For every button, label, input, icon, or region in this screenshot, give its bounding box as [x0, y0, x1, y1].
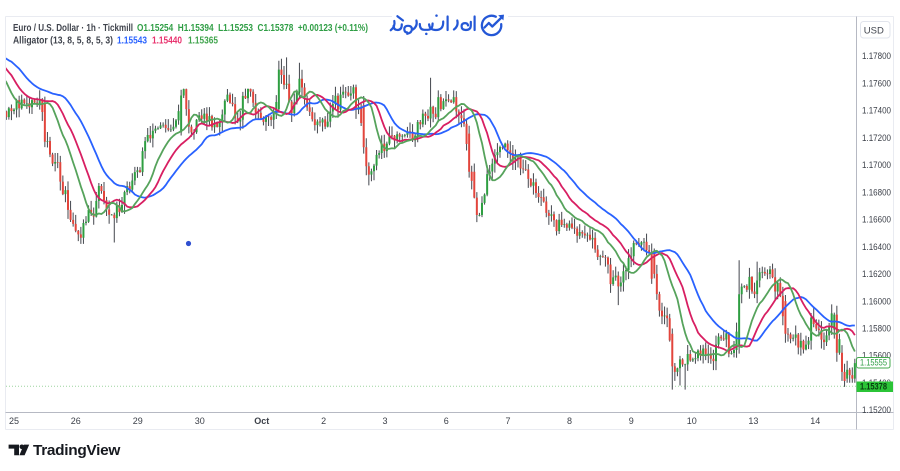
svg-text:25: 25: [9, 416, 19, 426]
svg-text:29: 29: [133, 416, 143, 426]
svg-text:1.15543: 1.15543: [117, 36, 147, 47]
svg-text:Euro / U.S. Dollar · 1h · Tick: Euro / U.S. Dollar · 1h · Tickmill: [13, 23, 133, 34]
svg-text:3: 3: [382, 416, 387, 426]
svg-text:1.17200: 1.17200: [862, 133, 891, 143]
svg-text:Oct: Oct: [254, 416, 269, 426]
svg-text:1.16400: 1.16400: [862, 242, 891, 252]
svg-text:1.17000: 1.17000: [862, 160, 891, 170]
svg-text:9: 9: [629, 416, 634, 426]
svg-text:1.15378: 1.15378: [860, 382, 887, 392]
svg-text:1.16600: 1.16600: [862, 215, 891, 225]
svg-text:USD: USD: [864, 26, 884, 37]
svg-text:7: 7: [505, 416, 510, 426]
svg-text:8: 8: [567, 416, 572, 426]
svg-text:1.17800: 1.17800: [862, 51, 891, 61]
svg-text:26: 26: [71, 416, 81, 426]
svg-text:O1.15254 H1.15394 L1.15253: O1.15254 H1.15394 L1.15253 C1.15378 +0.0…: [137, 23, 368, 34]
svg-text:Alligator (13, 8, 5, 8, 5, 3): Alligator (13, 8, 5, 8, 5, 3): [13, 36, 113, 47]
svg-text:13: 13: [748, 416, 758, 426]
svg-text:1.17600: 1.17600: [862, 78, 891, 88]
svg-text:1.15800: 1.15800: [862, 324, 891, 334]
svg-text:30: 30: [195, 416, 205, 426]
svg-text:1.16800: 1.16800: [862, 187, 891, 197]
svg-text:1.16200: 1.16200: [862, 269, 891, 279]
svg-text:6: 6: [444, 416, 449, 426]
svg-text:TradingView: TradingView: [33, 443, 121, 459]
svg-text:10: 10: [687, 416, 697, 426]
svg-text:2: 2: [321, 416, 326, 426]
svg-text:14: 14: [810, 416, 820, 426]
svg-text:1.15365: 1.15365: [188, 36, 218, 47]
svg-text:1.15440: 1.15440: [152, 36, 182, 47]
svg-text:1.15600: 1.15600: [862, 351, 891, 361]
svg-text:1.16000: 1.16000: [862, 296, 891, 306]
svg-text:1.15200: 1.15200: [862, 405, 891, 415]
svg-text:1.15555: 1.15555: [860, 358, 887, 368]
svg-text:1.17400: 1.17400: [862, 106, 891, 116]
